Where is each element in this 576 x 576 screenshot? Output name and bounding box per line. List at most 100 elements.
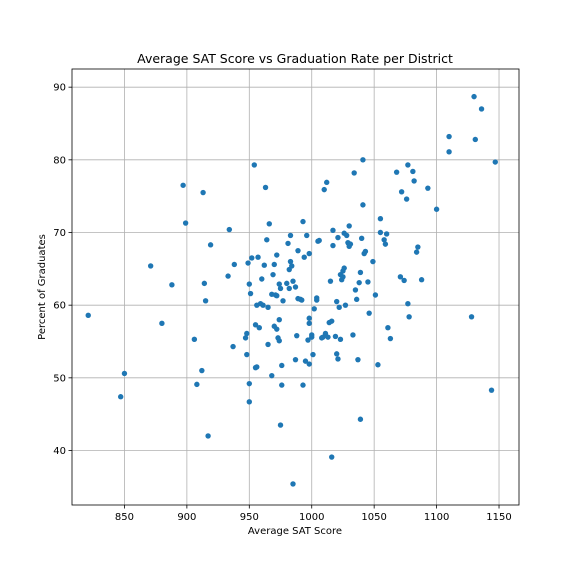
data-point [246,281,253,287]
data-point [406,314,412,320]
data-point [446,133,452,140]
data-point [302,358,309,364]
data-point [287,258,294,265]
data-point [405,162,411,168]
data-point [231,261,238,268]
data-point [285,240,291,247]
data-point [205,433,211,439]
data-point [306,315,312,321]
data-point [341,265,347,271]
data-point [276,317,282,323]
data-point [274,252,280,258]
data-point [277,285,284,292]
data-point [362,248,369,255]
data-point [202,298,209,304]
data-point [306,320,312,327]
data-point [347,241,354,247]
data-point [357,416,364,422]
data-point [200,189,206,196]
data-point [292,284,299,290]
data-point [382,241,389,247]
data-point [254,364,260,370]
data-point [433,206,440,212]
data-point [147,263,154,269]
data-point [180,182,186,188]
data-point [343,232,350,239]
data-point [305,337,311,343]
data-point [360,202,366,208]
data-point [314,297,320,303]
y-tick-label: 60 [53,301,66,312]
data-point [310,351,316,358]
data-point [121,370,128,377]
data-point [85,312,91,319]
data-point [365,279,371,285]
data-point [301,254,307,260]
data-point [377,215,384,222]
data-point [199,367,205,374]
data-point [159,320,165,327]
data-point [330,227,336,234]
data-point [271,261,277,268]
x-tick-label: 900 [177,512,196,523]
data-point [299,297,305,303]
x-tick-label: 1100 [424,512,449,523]
data-point [182,220,189,226]
data-point [226,226,233,233]
data-point [246,399,253,405]
data-point [277,422,284,428]
data-point [352,287,359,293]
data-point [335,234,341,241]
data-point [405,301,411,307]
data-point [191,336,198,343]
data-point [284,280,290,287]
data-point [324,179,330,186]
data-point [286,285,292,292]
data-point [274,326,280,332]
data-point [377,229,384,236]
data-point [247,290,254,297]
data-point [336,304,342,311]
data-point [269,372,275,379]
data-point [295,247,301,254]
data-point [225,273,231,279]
data-point [280,298,286,304]
data-point [279,362,285,369]
data-point [260,302,266,308]
data-point [329,454,335,460]
x-axis-label: Average SAT Score [248,526,342,537]
data-point [292,356,299,363]
data-point [397,274,404,280]
x-tick-label: 950 [240,512,259,523]
data-point [356,279,362,286]
data-point [398,189,405,195]
data-point [252,322,259,328]
data-point [265,304,271,311]
data-point [259,276,265,282]
y-tick-label: 80 [53,155,66,166]
grid [72,69,519,505]
data-point [329,318,335,324]
data-point [425,185,431,191]
data-point [335,356,341,362]
data-point [279,382,285,388]
data-point [358,235,365,242]
data-point [311,306,317,312]
data-point [381,237,387,243]
data-point [117,394,124,400]
data-point [304,232,310,239]
data-point [410,168,416,175]
data-point [471,93,477,100]
data-point [387,335,394,342]
data-point [342,302,349,308]
y-tick-label: 50 [53,373,66,384]
data-point [492,159,498,165]
data-point [337,336,344,343]
y-tick-label: 70 [53,228,66,239]
data-point [334,298,340,305]
data-point [472,136,478,143]
data-points [85,93,498,487]
data-point [418,277,425,283]
data-point [262,184,269,191]
